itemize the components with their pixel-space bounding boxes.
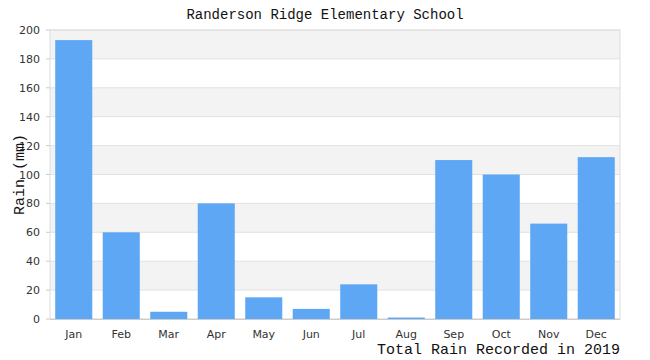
y-tick-label: 40 <box>26 255 40 268</box>
x-tick-label: Mar <box>158 328 179 341</box>
y-tick <box>46 319 50 320</box>
plot-frame <box>50 30 620 319</box>
bar <box>530 224 567 319</box>
y-tick <box>46 116 50 117</box>
y-tick-label: 160 <box>19 82 40 95</box>
title: Randerson Ridge Elementary School <box>186 7 463 23</box>
grid-line <box>50 116 620 117</box>
x-tick-label: Apr <box>207 328 227 341</box>
grid-band <box>50 88 620 117</box>
y-tick <box>46 30 50 31</box>
bar <box>340 284 377 319</box>
chart-container: 020406080100120140160180200JanFebMarAprM… <box>0 0 650 360</box>
bar <box>55 40 92 319</box>
grid-band <box>50 30 620 59</box>
x-axis-line <box>50 319 620 320</box>
x-tick-label: May <box>252 328 275 341</box>
x-tick-label: Oct <box>492 328 512 341</box>
y-tick-label: 200 <box>19 24 40 37</box>
x-tick-label: Jan <box>64 328 82 341</box>
x-tick-label: Aug <box>396 328 417 341</box>
y-tick <box>46 232 50 233</box>
grid-line <box>50 174 620 175</box>
bar <box>198 203 235 319</box>
grid <box>50 30 620 319</box>
x-tick-label: Jun <box>302 328 320 341</box>
bar <box>293 309 330 319</box>
grid-line <box>50 203 620 204</box>
chart-svg: 020406080100120140160180200JanFebMarAprM… <box>0 0 650 360</box>
bar <box>388 318 425 319</box>
bar <box>103 232 140 319</box>
grid-band <box>50 146 620 175</box>
y-tick <box>46 145 50 146</box>
x-tick-label: Sep <box>443 328 464 341</box>
y-tick-label: 140 <box>19 111 40 124</box>
y-tick <box>46 87 50 88</box>
bar <box>245 297 282 319</box>
x-tick-label: Jul <box>351 328 365 341</box>
y-tick <box>46 203 50 204</box>
y-tick-label: 20 <box>26 284 40 297</box>
x-tick-label: Feb <box>112 328 131 341</box>
y-tick <box>46 174 50 175</box>
y-tick-label: 180 <box>19 53 40 66</box>
y-tick <box>46 290 50 291</box>
y-tick <box>46 58 50 59</box>
x-axis-label: Total Rain Recorded in 2019 <box>377 342 620 359</box>
y-tick <box>46 261 50 262</box>
x-tick-label: Nov <box>538 328 560 341</box>
bar <box>435 160 472 319</box>
y-tick-label: 0 <box>33 313 40 326</box>
grid-line <box>50 58 620 59</box>
y-tick-label: 60 <box>26 226 40 239</box>
bar <box>578 157 615 319</box>
bar <box>483 175 520 320</box>
bars <box>55 40 615 319</box>
bar <box>150 312 187 319</box>
x-tick-label: Dec <box>586 328 607 341</box>
y-axis-label: Rain (mm) <box>12 134 29 215</box>
grid-line <box>50 145 620 146</box>
grid-line <box>50 87 620 88</box>
